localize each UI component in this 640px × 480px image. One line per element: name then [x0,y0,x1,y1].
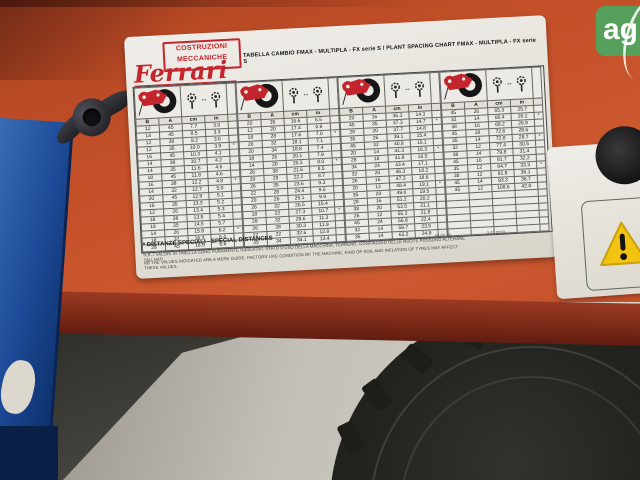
swap-arrow-icon: ↔ [403,85,412,93]
sprocket-cell: ↔ [180,83,228,117]
wheel-cell [236,80,284,114]
warning-frame [580,194,640,292]
wing-nut [49,77,140,169]
ferrari-logo: COSTRUZIONI MECCANICHE Ferrari [132,36,242,89]
wheel-cell [439,69,488,104]
icon-row: ↔ [236,77,339,114]
sprocket-pair: ↔ [282,79,329,111]
icon-row: ↔ [337,72,441,109]
icon-row: ↔ [439,66,543,104]
value-cell [516,224,541,233]
fender-shadow [0,426,58,480]
sprocket-cell: ↔ [383,72,432,107]
swap-arrow-icon: ↔ [200,95,208,104]
wheel-cell [134,85,182,120]
panel-top-edge [0,0,420,7]
wheel-cell [337,75,386,109]
watermark-badge: ag [596,0,640,88]
warning-decal [546,124,640,300]
gearbox-wheel-icon [341,78,380,106]
sprocket-pair: ↔ [181,84,228,116]
sprocket-icon [313,86,323,102]
sprocket-icon [187,92,197,109]
sprocket-pair: ↔ [486,68,533,100]
decal-code: 00 02 18 [434,232,452,239]
sprocket-icon [414,80,424,97]
decal-code: 3.02.0018 [486,229,506,236]
note-column [531,66,543,99]
sprocket-cell: ↔ [281,78,330,112]
sprocket-icon [516,75,526,92]
chart-title: TABELLA CAMBIO FMAX - MULTIPLA - FX seri… [242,37,537,65]
sprocket-icon [289,87,299,103]
sprocket-icon [492,76,502,93]
sprocket-pair: ↔ [384,73,431,105]
swap-arrow-icon: ↔ [505,79,514,88]
gearbox-wheel-icon [443,73,482,100]
sprocket-cell: ↔ [485,67,534,101]
sprocket-icon [211,91,221,108]
swap-arrow-icon: ↔ [302,90,310,98]
note-cell [336,234,346,242]
gearbox-wheel-icon [137,89,176,116]
spacing-chart-decal: COSTRUZIONI MECCANICHE Ferrari TABELLA C… [123,15,559,279]
icon-row: ↔ [134,82,237,120]
sprocket-icon [390,82,400,98]
gearbox-wheel-icon [239,83,278,111]
warning-triangle-icon [600,221,640,267]
watermark-text: ag [603,13,639,46]
note-cell [539,223,550,232]
